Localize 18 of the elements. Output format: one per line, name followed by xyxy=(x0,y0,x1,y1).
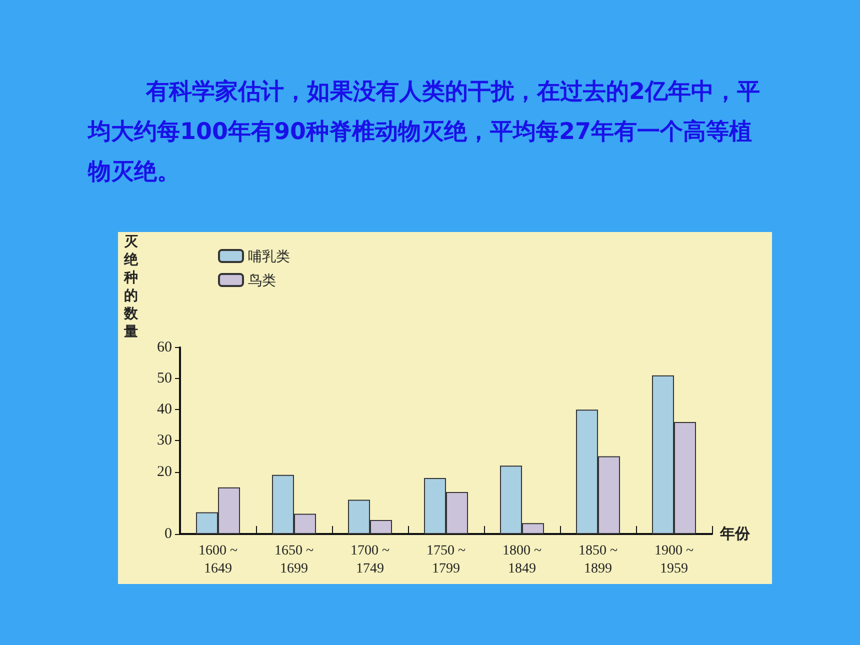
x-tick-label: 1800 ~ 1849 xyxy=(502,544,542,576)
legend-label: 鸟类 xyxy=(248,272,276,288)
x-tick-label: 1750 ~ 1799 xyxy=(426,544,466,576)
x-tick-label: 1900 ~ 1959 xyxy=(654,544,694,576)
y-tick-label: 50 xyxy=(157,370,172,386)
chart-title: 有科学家估计，如果没有人类的干扰，在过去的2亿年中，平均大约每100年有90种脊椎动物灭绝，平均每27年有一个高等植物灭绝。 xyxy=(88,78,762,187)
x-tick-label: 1700 ~ 1749 xyxy=(350,544,390,576)
legend-label: 哺乳类 xyxy=(248,248,290,264)
x-tick-label: 1850 ~ 1899 xyxy=(578,544,618,576)
y-tick-label: 30 xyxy=(157,432,172,449)
x-tick-label: 1650 ~ 1699 xyxy=(274,544,314,576)
y-tick-label: 20 xyxy=(157,464,172,480)
y-tick-label: 60 xyxy=(157,339,172,356)
x-axis-title: 年份 xyxy=(719,526,751,542)
x-tick-label: 1600 ~ 1649 xyxy=(198,544,238,576)
y-tick-label: 0 xyxy=(164,526,172,542)
y-tick-label: 40 xyxy=(157,402,172,418)
y-axis-title: 灭绝种的数量 xyxy=(123,233,139,339)
